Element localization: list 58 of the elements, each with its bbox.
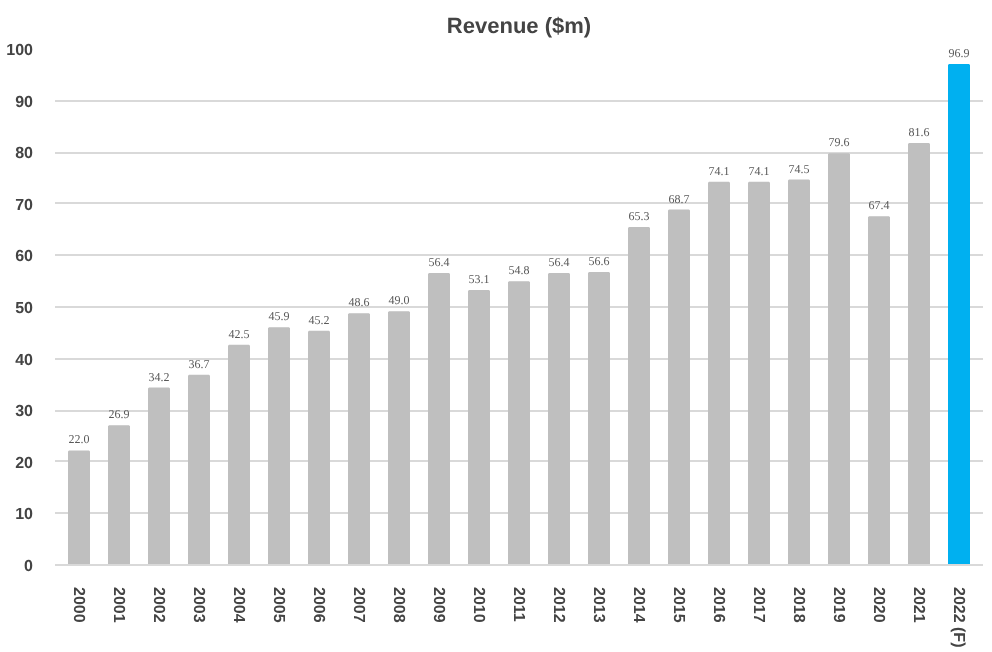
x-tick-label: 2009 [430, 587, 448, 624]
y-tick-label: 20 [15, 453, 35, 472]
y-tick-label: 0 [24, 557, 35, 575]
y-tick-label: 100 [6, 41, 35, 59]
bar [388, 311, 410, 565]
bar [428, 272, 450, 565]
x-tick-label: 2006 [310, 587, 328, 624]
bar [868, 216, 890, 565]
x-tick-label: 2008 [390, 587, 408, 624]
x-tick-label: 2017 [750, 587, 768, 624]
bar [748, 181, 770, 565]
x-tick-label: 2016 [710, 587, 728, 624]
y-tick-label: 30 [15, 402, 35, 421]
chart-title: Revenue ($m) [446, 15, 592, 39]
x-tick-label: 2001 [110, 587, 128, 624]
bar [908, 142, 930, 565]
x-tick-label: 2021 [910, 587, 928, 624]
bar [708, 181, 730, 565]
x-tick-label: 2004 [230, 587, 248, 624]
bar [588, 271, 610, 565]
x-tick-label: 2003 [190, 587, 208, 624]
x-tick-label: 2010 [470, 587, 488, 624]
y-tick-label: 90 [15, 92, 35, 111]
bar [68, 450, 90, 565]
x-tick-label: 2007 [350, 587, 368, 624]
bar [788, 179, 810, 565]
bar [348, 313, 370, 565]
bar [188, 374, 210, 565]
bar [668, 209, 690, 565]
x-tick-label: 2000 [70, 587, 88, 624]
x-tick-label: 2014 [630, 587, 648, 624]
y-tick-label: 10 [15, 505, 35, 524]
y-tick-label: 50 [15, 299, 35, 317]
x-tick-label: 2005 [270, 587, 288, 624]
bar [108, 425, 130, 565]
x-tick-label: 2012 [550, 587, 568, 624]
bar [468, 290, 490, 565]
x-tick-label: 2022 (F) [950, 587, 968, 649]
y-tick-label: 40 [15, 350, 35, 369]
y-tick-label: 70 [15, 195, 35, 214]
bar [508, 281, 530, 565]
bar [628, 227, 650, 565]
y-tick-label: 60 [15, 247, 35, 266]
bar [228, 344, 250, 565]
bar [948, 64, 970, 565]
x-tick-label: 2015 [670, 587, 688, 624]
x-tick-label: 2020 [870, 587, 888, 624]
bar [548, 272, 570, 565]
x-tick-label: 2019 [830, 587, 848, 624]
x-tick-label: 2018 [790, 587, 808, 624]
bar [268, 327, 290, 565]
bar [148, 387, 170, 565]
bar [828, 153, 850, 565]
bar [308, 330, 330, 565]
x-tick-label: 2002 [150, 587, 168, 624]
x-tick-label: 2011 [510, 587, 528, 623]
y-tick-label: 80 [15, 144, 35, 163]
x-tick-label: 2013 [590, 587, 608, 624]
